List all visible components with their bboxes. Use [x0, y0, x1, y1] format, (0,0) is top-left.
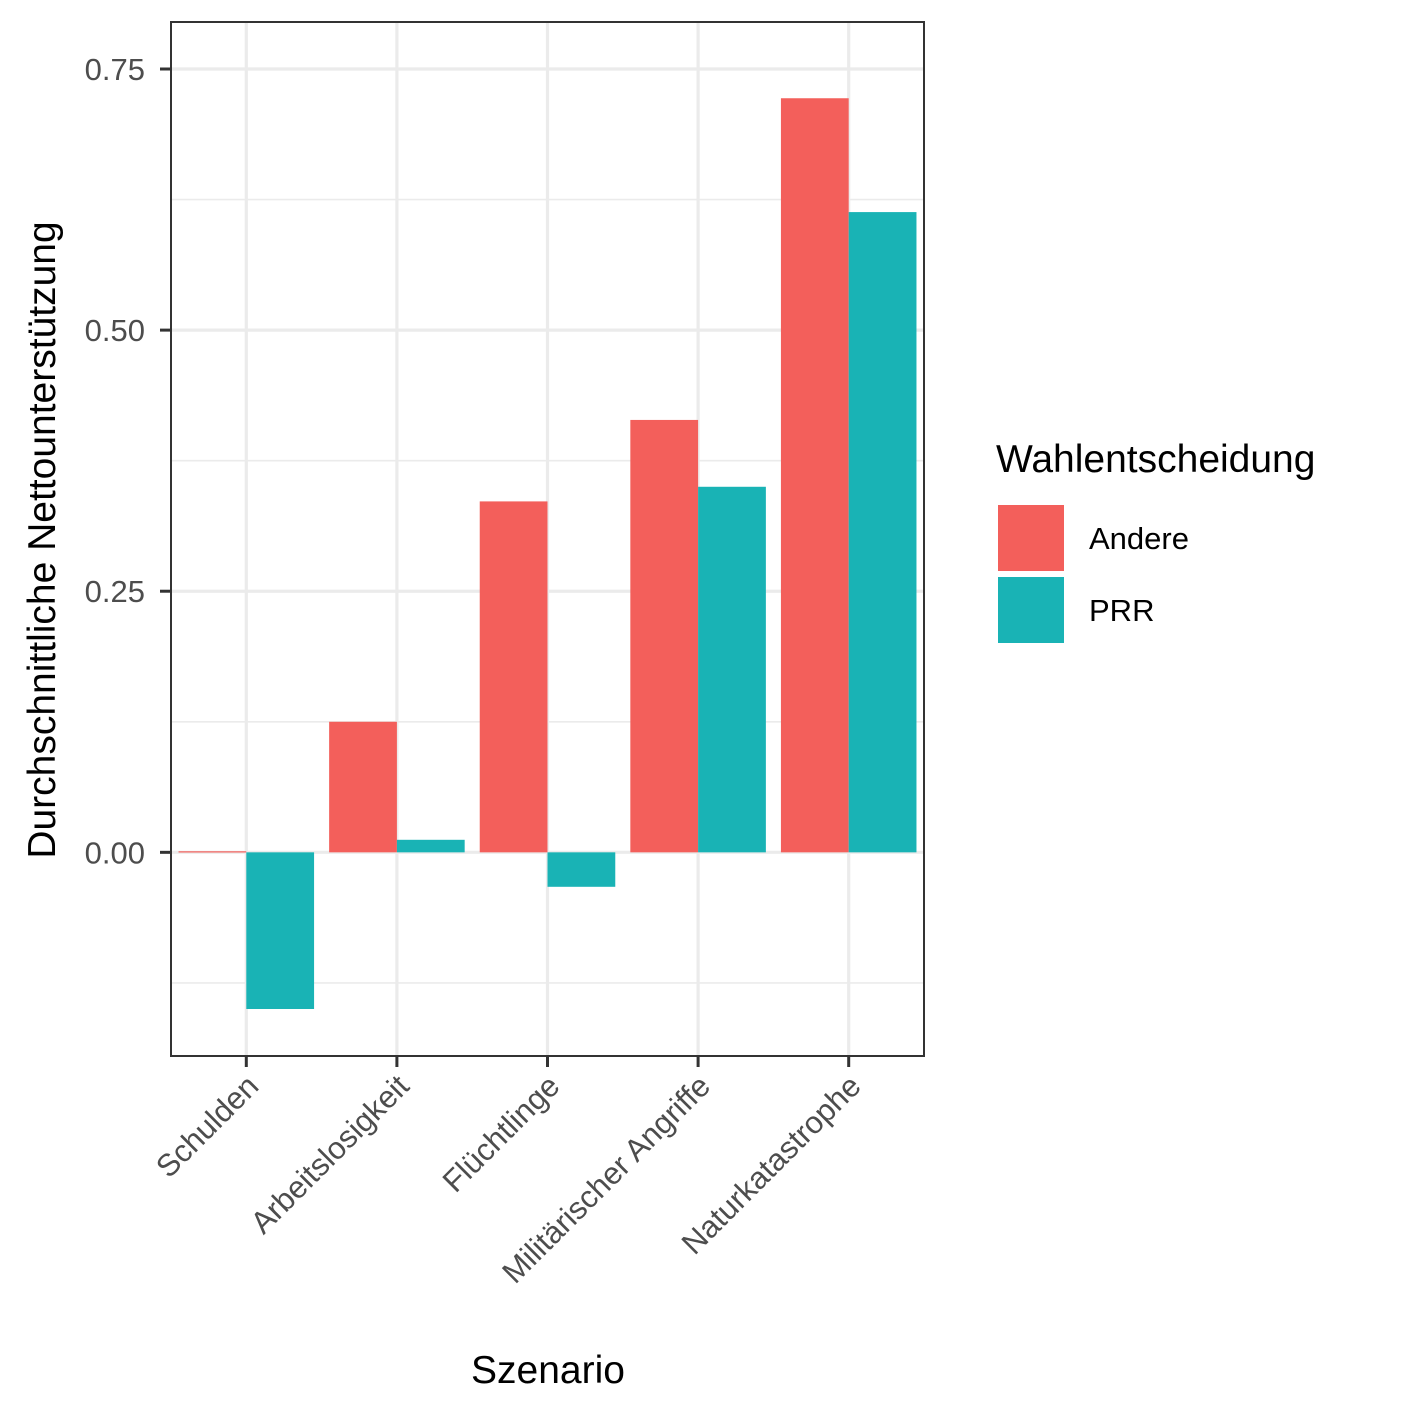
- legend-label-andere: Andere: [1089, 521, 1189, 556]
- bars: [178, 98, 917, 1009]
- legend-label-prr: PRR: [1089, 593, 1154, 628]
- x-axis-title: Szenario: [471, 1349, 625, 1392]
- bar-andere-2: [329, 721, 397, 853]
- bar-andere-4: [630, 419, 699, 853]
- bar-andere-3: [479, 501, 548, 853]
- bar-prr-4: [698, 486, 766, 853]
- legend-key-andere: [998, 505, 1064, 571]
- y-axis-title: Durchschnittliche Nettounterstützung: [21, 221, 64, 858]
- bar-prr-1: [246, 852, 315, 1009]
- y-axis: 0.00 0.25 0.50 0.75: [85, 52, 171, 870]
- y-tick-label: 0.25: [85, 574, 145, 609]
- y-tick-label: 0.00: [85, 835, 145, 870]
- legend-entries: Andere PRR: [998, 505, 1189, 643]
- x-tick-label: Flüchtlinge: [436, 1068, 567, 1199]
- bar-andere-5: [780, 98, 849, 853]
- legend-title: Wahlentscheidung: [996, 438, 1315, 481]
- x-tick-label: Arbeitslosigkeit: [244, 1068, 416, 1240]
- bar-prr-3: [547, 852, 616, 887]
- bar-andere-1: [178, 851, 247, 853]
- bar-prr-2: [396, 839, 465, 853]
- legend: Wahlentscheidung Andere PRR: [996, 438, 1315, 643]
- legend-key-prr: [998, 577, 1064, 643]
- y-tick-label: 0.75: [85, 52, 145, 87]
- x-tick-label: Schulden: [149, 1068, 265, 1184]
- bar-prr-5: [848, 212, 917, 853]
- y-tick-label: 0.50: [85, 313, 145, 348]
